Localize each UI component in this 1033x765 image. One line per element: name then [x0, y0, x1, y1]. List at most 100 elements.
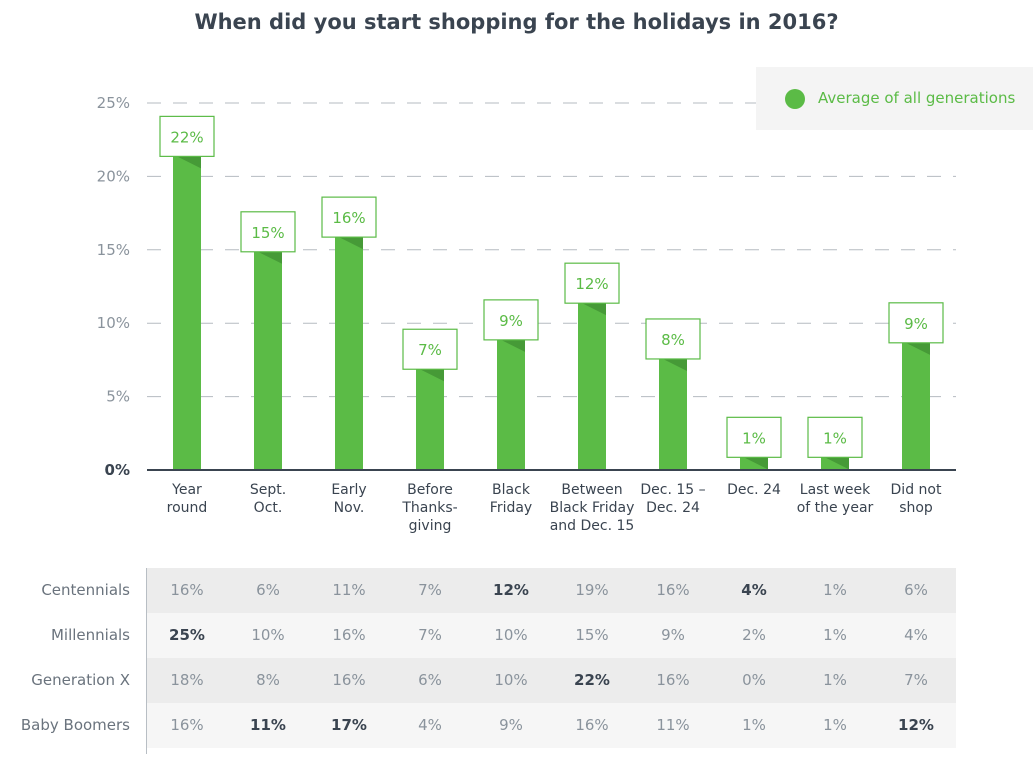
data-label: 8% [661, 331, 685, 349]
table-divider [146, 568, 147, 754]
x-tick-label: Early Nov. [331, 482, 366, 516]
x-tick-label: Dec. 15 – Dec. 24 [640, 482, 705, 516]
data-label-box [240, 211, 296, 253]
bars: 22% 15% 16% 7% 9% 12% 8% 1% 1% 9% [159, 115, 944, 470]
bar-shadow [254, 249, 282, 264]
y-tick-label: 5% [106, 388, 130, 406]
y-tick-label: 25% [97, 94, 130, 112]
table-cell: 16% [575, 716, 609, 734]
bar [335, 235, 363, 470]
table-cell: 7% [418, 581, 442, 599]
x-tick-label: Year round [167, 482, 208, 516]
table-cell: 8% [256, 671, 280, 689]
y-tick-label: 15% [97, 241, 130, 259]
bar-group: 15% [240, 211, 296, 470]
table-cell: 16% [332, 671, 366, 689]
table-cell: 1% [742, 716, 766, 734]
table-cell: 4% [418, 716, 442, 734]
table-cell: 22% [574, 671, 610, 689]
table-cell: 19% [575, 581, 609, 599]
table-cell: 11% [332, 581, 366, 599]
table-cell: 16% [656, 671, 690, 689]
bar [578, 301, 606, 470]
table-cell: 0% [742, 671, 766, 689]
table-row-label: Millennials [50, 626, 130, 644]
table-row-label: Baby Boomers [20, 716, 130, 734]
table-row-band [147, 568, 956, 613]
x-tick-label: Before Thanks-giving [401, 482, 457, 534]
bar-chart: 0% 5% 10% 15% 20% 25% 22% 15% 16% 7% 9% 12% 8% 1% 1% 9… [97, 94, 956, 534]
bar-group: 7% [402, 328, 458, 470]
table-cell: 25% [169, 626, 205, 644]
data-label: 12% [575, 275, 608, 293]
bar-shadow [173, 154, 201, 169]
bar [416, 367, 444, 470]
bar-shadow [659, 356, 687, 371]
table-cell: 1% [823, 671, 847, 689]
table-cell: 4% [904, 626, 928, 644]
data-label-box [159, 115, 215, 157]
bar [659, 356, 687, 470]
table-row-band [147, 613, 956, 658]
table-row: Generation X 18% 8% 16% 6% 10% 22% 16% 0% 1% 7% [0, 658, 1033, 703]
x-tick-label: Last week of the year [797, 482, 874, 516]
data-label: 22% [170, 128, 203, 146]
table-cell: 1% [823, 581, 847, 599]
table-cell: 10% [494, 626, 528, 644]
data-label-box [402, 328, 458, 370]
table-cell: 6% [904, 581, 928, 599]
table-cell: 10% [251, 626, 285, 644]
bar-group: 9% [483, 299, 539, 470]
bar-group: 16% [321, 196, 377, 470]
table-cell: 6% [256, 581, 280, 599]
data-label-box [321, 196, 377, 238]
table-cell: 7% [904, 671, 928, 689]
x-tick-label: Dec. 24 [727, 482, 781, 498]
x-tick-label: Between Black Friday and Dec. 15 [550, 482, 635, 534]
y-tick-label: 20% [97, 167, 130, 185]
y-axis-ticks: 0% 5% 10% 15% 20% 25% [97, 94, 130, 479]
table-cell: 11% [250, 716, 286, 734]
bar [902, 340, 930, 470]
table-row-band [147, 658, 956, 703]
table-cell: 7% [418, 626, 442, 644]
data-label-box [483, 299, 539, 341]
data-label: 15% [251, 224, 284, 242]
table-cell: 16% [170, 581, 204, 599]
y-tick-label: 10% [97, 314, 130, 332]
table-cell: 12% [898, 716, 934, 734]
y-tick-label: 0% [105, 461, 130, 479]
bar-group: 12% [564, 262, 620, 470]
table-cell: 17% [331, 716, 367, 734]
bar-shadow [821, 455, 849, 470]
table-cell: 1% [823, 716, 847, 734]
table-cell: 4% [741, 581, 767, 599]
data-label-box [726, 416, 782, 458]
legend: Average of all generations [756, 67, 1033, 130]
table-cell: 10% [494, 671, 528, 689]
bar-group: 9% [888, 302, 944, 470]
table-cell: 9% [661, 626, 685, 644]
bar-shadow [497, 337, 525, 352]
bar-shadow [416, 367, 444, 382]
table-cell: 6% [418, 671, 442, 689]
bar-shadow [902, 340, 930, 355]
x-axis-labels: Year round Sept. Oct. Early Nov. Before Thanks-… [167, 482, 942, 534]
legend-swatch-icon [785, 89, 805, 109]
data-label-box [888, 302, 944, 344]
x-tick-label: Black Friday [490, 482, 532, 516]
bar [497, 337, 525, 470]
bar-group: 22% [159, 115, 215, 470]
bar-shadow [740, 455, 768, 470]
table-cell: 18% [170, 671, 204, 689]
table-row: Baby Boomers 16% 11% 17% 4% 9% 16% 11% 1% 1% 12% [0, 703, 1033, 748]
bar-group: 1% [726, 416, 782, 470]
table-row-label: Centennials [41, 581, 130, 599]
table-cell: 12% [493, 581, 529, 599]
data-label: 9% [499, 312, 523, 330]
table-row-band [147, 703, 956, 748]
data-label: 7% [418, 341, 442, 359]
table-row: Millennials 25% 10% 16% 7% 10% 15% 9% 2% 1% 4% [0, 613, 1033, 658]
table-cell: 11% [656, 716, 690, 734]
table-cell: 15% [575, 626, 609, 644]
